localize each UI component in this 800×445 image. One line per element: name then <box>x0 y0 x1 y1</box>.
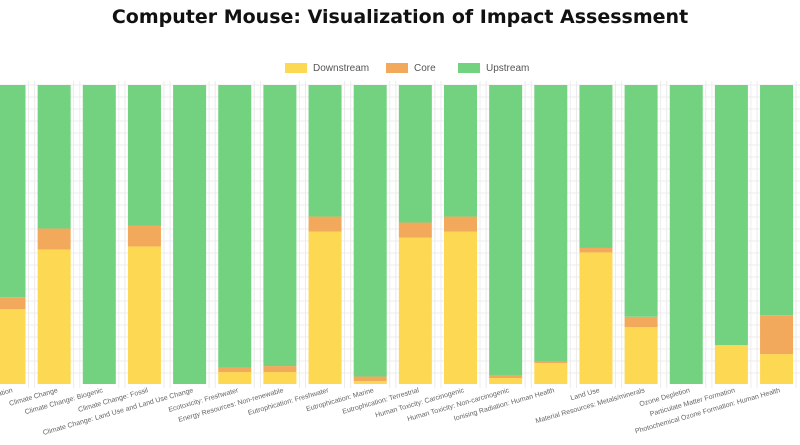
bar-segment-upstream <box>489 85 523 376</box>
legend-swatch-downstream <box>285 63 307 73</box>
bar-segment-core <box>624 316 658 328</box>
bar-segment-downstream <box>127 246 161 384</box>
bar-segment-upstream <box>218 85 252 368</box>
legend: Downstream Core Upstream <box>0 61 800 75</box>
bar-segment-downstream <box>308 231 342 384</box>
bar-segment-upstream <box>398 85 432 223</box>
x-tick-label: ation <box>0 387 14 398</box>
bar-segment-downstream <box>218 372 252 384</box>
legend-item-downstream[interactable]: Downstream <box>285 61 369 75</box>
bar-segment-upstream <box>263 85 297 367</box>
bar-segment-downstream <box>37 249 71 384</box>
legend-item-upstream[interactable]: Upstream <box>458 61 529 75</box>
bar-segment-downstream <box>534 363 568 384</box>
bar-segment-core <box>353 376 387 382</box>
bar-segment-downstream <box>0 309 26 384</box>
legend-item-core[interactable]: Core <box>386 61 436 75</box>
bar-segment-downstream <box>624 327 658 384</box>
bar-segment-upstream <box>353 85 387 377</box>
bar-segment-downstream <box>714 345 748 384</box>
bar-segment-upstream <box>82 85 116 384</box>
bar-segment-upstream <box>308 85 342 217</box>
bar-segment-core <box>579 247 613 253</box>
bar-segment-upstream <box>0 85 26 298</box>
bar-segment-upstream <box>579 85 613 248</box>
bar-segment-upstream <box>624 85 658 317</box>
bar-segment-downstream <box>444 231 477 384</box>
bar-segment-upstream <box>444 85 477 217</box>
bars <box>0 85 794 384</box>
bar-segment-downstream <box>353 381 387 384</box>
bar-segment-core <box>263 366 297 373</box>
bar-segment-upstream <box>760 85 794 316</box>
bar-segment-core <box>218 367 252 373</box>
bar-segment-downstream <box>579 252 613 384</box>
legend-label-core: Core <box>414 62 436 74</box>
bar-segment-downstream <box>489 378 523 384</box>
bar-segment-upstream <box>534 85 568 362</box>
bar-segment-core <box>308 216 342 232</box>
bar-segment-downstream <box>263 372 297 384</box>
legend-swatch-upstream <box>458 63 480 73</box>
x-tick-label: Climate Change: Biogenic <box>24 387 104 416</box>
bar-segment-upstream <box>127 85 161 226</box>
bar-segment-downstream <box>398 237 432 384</box>
bar-segment-core <box>489 375 523 379</box>
bar-segment-core <box>398 222 432 238</box>
bar-segment-core <box>444 216 477 232</box>
bar-segment-downstream <box>760 354 794 384</box>
bar-segment-upstream <box>714 85 748 346</box>
bar-segment-upstream <box>37 85 71 229</box>
legend-swatch-core <box>386 63 408 73</box>
bar-segment-upstream <box>173 85 207 384</box>
bar-segment-core <box>534 361 568 364</box>
chart-title: Computer Mouse: Visualization of Impact … <box>111 6 689 28</box>
bar-segment-core <box>0 297 26 310</box>
bar-segment-core <box>37 228 71 250</box>
bar-segment-upstream <box>669 85 703 384</box>
bar-segment-core <box>127 225 161 247</box>
bar-segment-core <box>760 315 794 355</box>
legend-label-downstream: Downstream <box>313 62 370 74</box>
legend-label-upstream: Upstream <box>486 62 530 74</box>
